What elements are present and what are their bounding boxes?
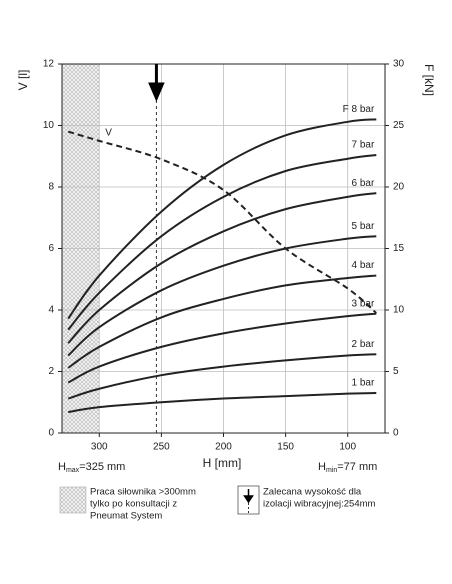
x-axis-title: H [mm]	[203, 456, 242, 470]
legend-text: izolacji wibracyjnej:254mm	[263, 499, 376, 510]
x-tick-label: 150	[277, 442, 294, 453]
legend-text: tylko po konsultacji z	[90, 499, 177, 510]
hmax-label: Hmax=325 mm	[58, 461, 125, 474]
plot-area: 0 2 4 6 8 10 12 0 5 10 15 20 25 30 300 250 200 150 100 V 1 b…	[43, 59, 405, 453]
x-tick-label: 100	[339, 442, 356, 453]
legend-text: Pneumat System	[90, 511, 162, 522]
x-tick-label: 200	[215, 442, 232, 453]
legend-arrow-box	[237, 485, 260, 515]
series-line	[67, 192, 377, 344]
series-line	[68, 392, 377, 414]
series-label: 4 bar	[352, 260, 375, 271]
series-line	[67, 118, 377, 320]
y-tick-label: 6	[48, 243, 54, 254]
y2-tick-label: 25	[393, 120, 405, 131]
y-tick-label: 0	[48, 428, 54, 439]
y2-tick-label: 10	[393, 305, 405, 316]
legend-text: Zalecana wysokość dla	[263, 487, 362, 498]
hmin-label: Hmin=77 mm	[318, 461, 377, 474]
series-line	[67, 154, 377, 331]
y-tick-label: 4	[48, 305, 54, 316]
series-line	[67, 130, 377, 314]
x-tick-label: 300	[91, 442, 108, 453]
series-label: F 8 bar	[343, 104, 375, 115]
y2-tick-label: 20	[393, 182, 405, 193]
legend-hatch-swatch	[59, 486, 87, 514]
y-tick-label: 12	[43, 59, 55, 70]
y2-tick-label: 30	[393, 59, 405, 70]
y2-tick-label: 5	[393, 366, 399, 377]
x-tick-label: 250	[153, 442, 170, 453]
series-label: 5 bar	[352, 221, 375, 232]
y2-tick-label: 15	[393, 243, 405, 254]
series-line	[67, 353, 377, 400]
recommended-arrow	[148, 64, 165, 102]
y-axis-title: V [l]	[16, 70, 30, 91]
y-tick-label: 8	[48, 182, 54, 193]
series-label: V	[105, 128, 112, 139]
legend-text: Praca siłownika >300mm	[90, 487, 196, 498]
series-label: 7 bar	[352, 140, 375, 151]
y-tick-label: 2	[48, 366, 54, 377]
y2-tick-label: 0	[393, 428, 399, 439]
series-line	[67, 274, 377, 369]
y2-axis-title: F [kN]	[422, 64, 436, 96]
series-label: 2 bar	[352, 339, 375, 350]
series-label: 3 bar	[352, 298, 375, 309]
series-line	[67, 235, 377, 357]
plot-frame	[61, 63, 386, 434]
y-tick-label: 10	[43, 120, 55, 131]
series-label: 1 bar	[352, 378, 375, 389]
legend-arrow	[243, 489, 254, 504]
series-line	[67, 312, 377, 384]
series-label: 6 bar	[352, 178, 375, 189]
